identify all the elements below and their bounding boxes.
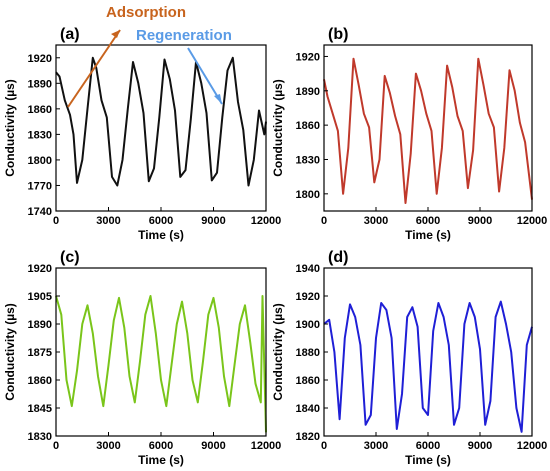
x-tick-label: 6000 [416,440,440,452]
regeneration-arrowhead [214,94,222,104]
panels: 0 3000 6000 9000 12000 1740 1770 1800 1830 1860 18… [3,26,547,467]
y-tick-label: 1830 [28,129,52,141]
y-tick-label: 1830 [28,431,52,443]
x-axis-label: Time (s) [405,453,451,467]
series-line [55,56,267,187]
panel-label: (c) [60,249,80,266]
chart-panel-3: 0 3000 6000 9000 12000 1830 1845 1860 1875 1890 19… [3,249,281,467]
x-tick-label: 12000 [517,440,548,452]
y-tick-label: 1840 [296,403,320,415]
y-axis-label: Conductivity (µs) [271,79,285,177]
y-tick-label: 1860 [28,375,52,387]
y-axis-label: Conductivity (µs) [271,303,285,401]
series-line [55,295,267,433]
y-tick-label: 1920 [28,53,52,65]
x-tick-label: 0 [321,440,327,452]
y-tick-label: 1800 [296,189,320,201]
x-axis-label: Time (s) [138,228,184,242]
y-tick-label: 1820 [296,431,320,443]
panel-label: (a) [60,26,80,43]
y-tick-label: 1920 [28,263,52,275]
y-tick-label: 1860 [28,104,52,116]
x-tick-label: 0 [53,440,59,452]
chart-panel-1: 0 3000 6000 9000 12000 1740 1770 1800 1830 1860 18… [3,26,281,242]
x-axis-label: Time (s) [405,228,451,242]
y-axis-label: Conductivity (µs) [3,303,17,401]
x-tick-label: 3000 [364,440,388,452]
series-line [323,57,533,204]
x-tick-label: 12000 [517,215,548,227]
x-tick-label: 9000 [201,440,225,452]
x-axis-label: Time (s) [138,453,184,467]
y-tick-label: 1740 [28,206,52,218]
annotation-layer: Adsorption Regeneration [67,4,232,108]
y-tick-label: 1905 [28,291,52,303]
regeneration-label: Regeneration [136,27,232,44]
y-tick-label: 1880 [296,347,320,359]
adsorption-arrow [67,29,121,108]
y-tick-label: 1940 [296,263,320,275]
y-tick-label: 1920 [296,51,320,63]
y-tick-label: 1875 [28,347,52,359]
y-tick-label: 1770 [28,180,52,192]
chart-panel-2: 0 3000 6000 9000 12000 1800 1830 1860 1890 1920 Ti… [271,26,547,242]
y-tick-label: 1830 [296,154,320,166]
series-line [323,300,533,433]
y-tick-label: 1900 [296,319,320,331]
x-tick-label: 3000 [96,215,120,227]
x-tick-label: 6000 [149,215,173,227]
x-tick-label: 9000 [468,440,492,452]
adsorption-label: Adsorption [106,4,186,21]
y-tick-label: 1890 [28,78,52,90]
x-tick-label: 9000 [201,215,225,227]
adsorption-arrowhead [111,30,120,38]
y-tick-label: 1890 [28,319,52,331]
panel-label: (d) [328,249,348,266]
x-tick-label: 12000 [251,440,282,452]
y-tick-label: 1860 [296,375,320,387]
panel-label: (b) [328,26,348,43]
y-tick-label: 1800 [28,155,52,167]
x-tick-label: 6000 [149,440,173,452]
x-tick-label: 0 [53,215,59,227]
regeneration-arrow [187,47,223,105]
x-tick-label: 3000 [364,215,388,227]
x-tick-label: 3000 [96,440,120,452]
y-tick-label: 1890 [296,86,320,98]
y-tick-label: 1860 [296,120,320,132]
x-tick-label: 9000 [468,215,492,227]
x-tick-label: 0 [321,215,327,227]
y-axis-label: Conductivity (µs) [3,79,17,177]
y-tick-label: 1845 [28,403,52,415]
x-tick-label: 6000 [416,215,440,227]
plot-frame [55,267,267,437]
x-tick-label: 12000 [251,215,282,227]
y-tick-label: 1920 [296,291,320,303]
chart-panel-4: 0 3000 6000 9000 12000 1820 1840 1860 1880 1900 19… [271,249,547,467]
